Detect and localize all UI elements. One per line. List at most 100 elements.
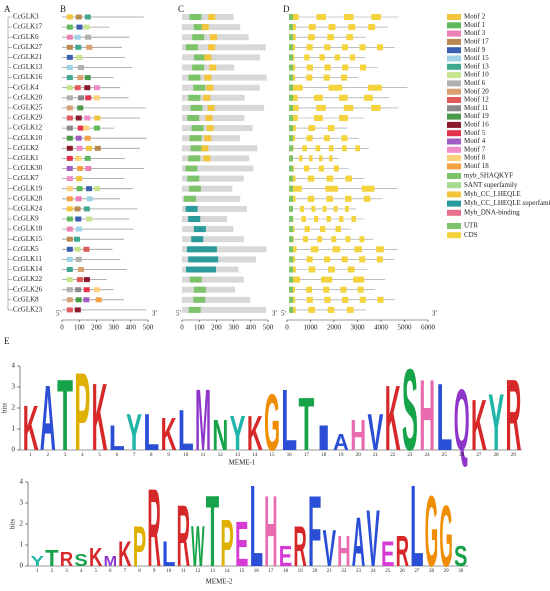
cds-box bbox=[339, 94, 348, 101]
gene-label: CcGLK27 bbox=[13, 43, 43, 51]
motif-box bbox=[75, 297, 82, 303]
motif-box bbox=[93, 85, 100, 91]
protein-bar bbox=[182, 84, 260, 91]
domain-box bbox=[192, 64, 205, 71]
gene-label: CcGLK14 bbox=[13, 265, 43, 273]
motif-box bbox=[75, 287, 82, 293]
gene-label: CcGLK22 bbox=[13, 275, 43, 283]
position-number: 4 bbox=[81, 453, 84, 458]
cds-box bbox=[308, 266, 316, 273]
motif-box bbox=[66, 105, 73, 111]
domain-box bbox=[203, 155, 211, 162]
cds-box bbox=[359, 64, 367, 71]
cds-box bbox=[316, 104, 326, 111]
utr-box bbox=[289, 44, 293, 51]
motif-box bbox=[93, 287, 100, 293]
logo-letter: K bbox=[161, 408, 177, 460]
position-number: 2 bbox=[51, 569, 54, 574]
axis-start: 5' bbox=[281, 310, 286, 318]
cds-box bbox=[345, 236, 351, 243]
logo-letter: L bbox=[109, 419, 125, 458]
cds-box bbox=[363, 195, 371, 202]
logo-letter: Y bbox=[31, 553, 45, 570]
domain-box bbox=[188, 216, 201, 222]
cds-box bbox=[303, 165, 310, 172]
gene-label: CcGLK12 bbox=[13, 124, 43, 132]
tick-label: 0 bbox=[285, 324, 289, 332]
tick-label: 0 bbox=[180, 324, 184, 332]
logo-letter: L bbox=[178, 399, 194, 463]
cds-box bbox=[327, 34, 334, 41]
utr-box bbox=[289, 145, 293, 152]
gene-label: CcGLK18 bbox=[13, 225, 43, 233]
legend-label: Myb_CC_LHEQLE bbox=[464, 190, 521, 198]
axis-end: 3' bbox=[152, 310, 157, 318]
cds-box bbox=[354, 246, 362, 253]
motif-box bbox=[74, 34, 81, 40]
domain-box bbox=[201, 145, 209, 152]
position-number: 9 bbox=[167, 453, 170, 458]
utr-box bbox=[289, 236, 293, 243]
position-number: 29 bbox=[511, 453, 517, 458]
logo-letter: R bbox=[177, 489, 190, 585]
gene-label: CcGLK19 bbox=[13, 184, 43, 192]
legend-label: Motif 18 bbox=[464, 162, 489, 170]
cds-box bbox=[339, 216, 344, 222]
utr-box bbox=[289, 94, 293, 101]
motif-box bbox=[83, 125, 90, 131]
domain-box bbox=[193, 296, 206, 303]
cds-box bbox=[333, 205, 338, 212]
motif-box bbox=[77, 267, 84, 272]
utr-box bbox=[289, 205, 293, 212]
position-number: 10 bbox=[183, 453, 189, 458]
legend-label: Myb_CC_LHEQLE superfamily bbox=[464, 199, 550, 207]
position-number: 24 bbox=[425, 453, 431, 458]
cds-box bbox=[376, 246, 384, 253]
logo-letter: G bbox=[425, 476, 438, 588]
cds-box bbox=[289, 185, 302, 192]
tick-label: 1000 bbox=[304, 324, 319, 332]
cds-box bbox=[359, 296, 366, 303]
gene-label: CcGLK1 bbox=[13, 154, 39, 162]
gene-label: CcGLK23 bbox=[13, 306, 43, 314]
logo-letter: K bbox=[385, 367, 401, 471]
logo-letter: K bbox=[23, 393, 39, 465]
legend-swatch bbox=[447, 155, 461, 162]
tick-label: 100 bbox=[74, 324, 85, 332]
motif-box bbox=[66, 267, 73, 272]
motif-box bbox=[75, 256, 82, 262]
position-number: 24 bbox=[371, 569, 377, 574]
utr-box bbox=[289, 256, 293, 263]
logo-letter: Y bbox=[126, 404, 142, 462]
gene-label: CcGLK6 bbox=[13, 33, 39, 41]
protein-bar bbox=[182, 165, 254, 172]
tick-label: 400 bbox=[246, 324, 257, 332]
motif-box bbox=[66, 34, 73, 40]
position-number: 18 bbox=[283, 569, 289, 574]
cds-box bbox=[344, 205, 349, 212]
logo-letter: I bbox=[316, 419, 332, 458]
logo-letter: K bbox=[471, 386, 487, 466]
logo-letter: N bbox=[212, 411, 228, 460]
position-number: 8 bbox=[150, 453, 153, 458]
position-number: 26 bbox=[400, 569, 406, 574]
motif-box bbox=[75, 155, 82, 161]
protein-bar bbox=[182, 44, 266, 51]
legend-label: Motif 15 bbox=[464, 54, 489, 62]
domain-box bbox=[206, 84, 214, 91]
utr-box bbox=[289, 135, 293, 142]
domain-box bbox=[201, 24, 209, 31]
protein-bar bbox=[182, 94, 245, 101]
utr-box bbox=[289, 115, 293, 121]
tick-label: 1 bbox=[12, 425, 16, 433]
panel-label: E bbox=[4, 336, 10, 346]
protein-bar bbox=[182, 185, 233, 192]
utr-box bbox=[289, 306, 293, 313]
legend-label: Motif 11 bbox=[464, 104, 489, 112]
position-number: 4 bbox=[80, 569, 83, 574]
position-number: 19 bbox=[298, 569, 304, 574]
cds-box bbox=[361, 185, 375, 192]
position-number: 27 bbox=[414, 569, 420, 574]
tick-label: 0 bbox=[60, 324, 64, 332]
domain-box bbox=[185, 165, 198, 172]
